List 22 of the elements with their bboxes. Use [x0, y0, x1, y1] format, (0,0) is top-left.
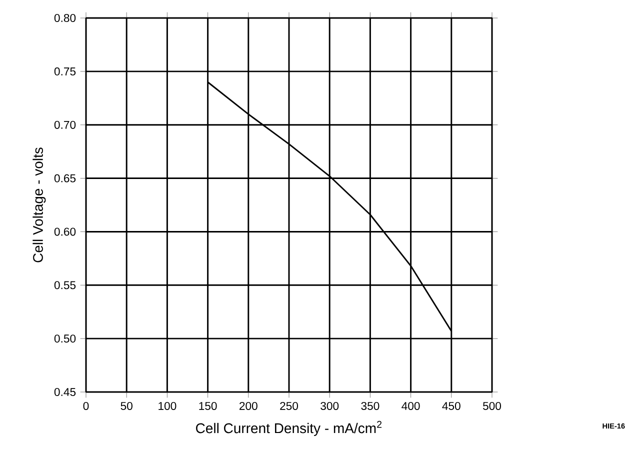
x-tick-label: 0 [83, 402, 89, 410]
x-tick-label: 50 [120, 402, 132, 410]
x-axis-title: Cell Current Density - mA/cm$^{2}$ [196, 420, 382, 436]
x-tick-label: 250 [280, 402, 298, 410]
y-axis-title: Cell Voltage - volts [32, 148, 46, 262]
y-tick-label: 0.65 [54, 174, 76, 182]
x-tick-label: 500 [483, 402, 502, 410]
y-tick-label: 0.45 [54, 388, 76, 396]
y-tick-label: 0.75 [54, 67, 76, 76]
y-tick-label: 0.50 [54, 334, 76, 343]
x-tick-label: 400 [402, 402, 420, 410]
x-tick-label: 100 [158, 402, 176, 410]
y-tick-label: 0.60 [54, 228, 76, 236]
x-tick-label: 300 [320, 402, 339, 410]
x-tick-label: 150 [199, 402, 217, 410]
y-tick-label: 0.70 [54, 120, 76, 129]
x-tick-label: 350 [361, 402, 380, 410]
x-tick-label: 200 [240, 402, 258, 410]
line-series [207, 81, 452, 332]
y-tick-label: 0.80 [54, 14, 76, 22]
x-tick-label: 450 [442, 402, 460, 410]
y-tick-label: 0.55 [54, 281, 76, 290]
